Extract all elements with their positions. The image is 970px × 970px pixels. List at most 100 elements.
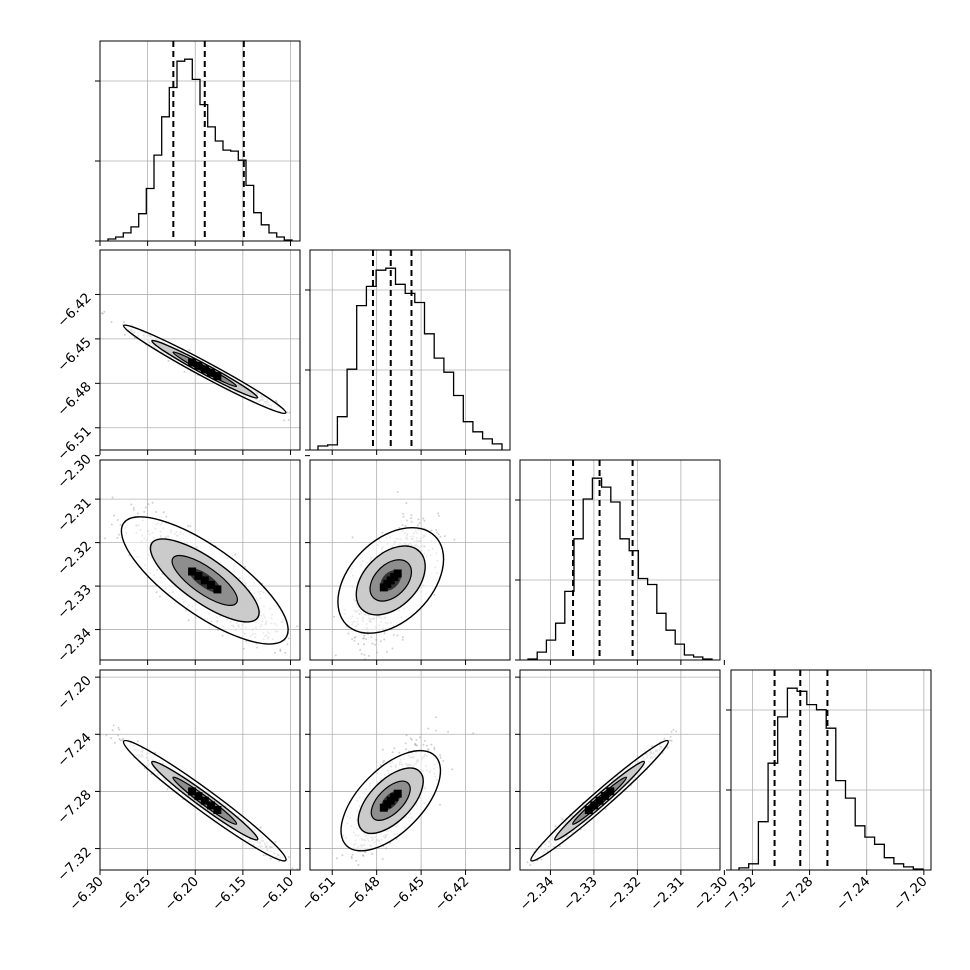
sample-point xyxy=(472,732,475,735)
sample-point xyxy=(353,639,356,642)
pair-panel-2-3 xyxy=(520,670,720,870)
sample-point xyxy=(188,349,191,352)
sample-point xyxy=(447,730,450,733)
sample-point xyxy=(362,637,364,640)
sample-point xyxy=(415,744,417,747)
sample-point xyxy=(343,882,345,884)
density-peak xyxy=(584,806,593,815)
sample-point xyxy=(405,519,408,522)
sample-point xyxy=(353,636,356,639)
sample-point xyxy=(427,749,430,752)
sample-point xyxy=(392,633,395,636)
density-peak xyxy=(213,585,222,594)
sample-point xyxy=(221,634,224,637)
x-tick-label-3-2: −7.24 xyxy=(833,874,874,915)
sample-point xyxy=(187,525,190,527)
density-peak xyxy=(194,361,203,370)
sample-point xyxy=(256,646,259,649)
sample-point xyxy=(418,736,421,739)
sample-point xyxy=(423,740,426,742)
sample-point xyxy=(381,748,384,751)
density-peak xyxy=(600,792,609,800)
sample-point xyxy=(162,511,165,514)
sample-point xyxy=(396,490,399,493)
sample-point xyxy=(379,640,382,643)
sample-point xyxy=(347,632,350,635)
sample-point xyxy=(398,751,401,754)
sample-point xyxy=(402,515,405,518)
sample-point xyxy=(274,841,277,843)
sample-point xyxy=(286,411,289,414)
sample-point xyxy=(167,360,170,362)
sample-point xyxy=(423,519,426,522)
sample-point xyxy=(363,653,366,656)
sample-point xyxy=(287,419,290,421)
sample-point xyxy=(391,647,394,650)
sample-point xyxy=(136,512,139,515)
y-tick-label-1-3: −6.42 xyxy=(54,290,95,331)
sample-point xyxy=(189,525,192,528)
sample-point xyxy=(669,739,671,742)
sample-point xyxy=(410,738,413,741)
panel-frame-3-3 xyxy=(730,669,932,871)
y-tick-label-3-0: −7.32 xyxy=(54,844,95,885)
sample-point xyxy=(262,854,265,857)
x-tick-label-3-3: −7.20 xyxy=(890,874,931,915)
sample-point xyxy=(350,855,353,858)
sample-point xyxy=(362,854,365,857)
sample-point xyxy=(296,625,299,628)
sample-point xyxy=(165,515,168,518)
sample-point xyxy=(371,853,374,855)
density-peak xyxy=(188,787,197,796)
density-peak xyxy=(188,567,197,576)
sample-point xyxy=(351,638,354,641)
sample-point xyxy=(350,857,353,860)
y-tick-label-3-2: −7.24 xyxy=(54,730,95,771)
x-tick-label-2-2: −2.32 xyxy=(604,874,645,915)
sample-point xyxy=(393,747,396,750)
sample-point xyxy=(121,739,124,742)
density-peak xyxy=(194,792,203,801)
sample-point xyxy=(362,643,365,646)
sample-point xyxy=(284,651,287,654)
sample-point xyxy=(416,524,419,527)
sample-point xyxy=(147,503,150,506)
pair-content-2-3 xyxy=(522,728,678,870)
sample-point xyxy=(383,638,386,641)
sample-point xyxy=(337,875,339,877)
sample-point xyxy=(436,531,438,534)
panel-frame-0-0 xyxy=(99,40,301,242)
sample-point xyxy=(119,523,122,526)
sample-point xyxy=(122,737,125,740)
y-tick-label-1-2: −6.45 xyxy=(54,334,95,375)
pair-content-0-2 xyxy=(100,496,300,660)
sample-point xyxy=(357,643,360,646)
pair-content-1-2 xyxy=(333,490,456,660)
sample-point xyxy=(119,739,122,742)
sample-point xyxy=(422,743,425,746)
sample-point xyxy=(396,634,399,637)
sample-point xyxy=(666,746,669,749)
density-peak xyxy=(393,569,402,578)
sample-point xyxy=(101,312,104,315)
sample-point xyxy=(430,529,433,532)
pair-panel-0-3 xyxy=(100,670,307,877)
sample-point xyxy=(410,520,413,523)
sample-point xyxy=(287,637,290,640)
sample-point xyxy=(123,321,125,324)
sample-point xyxy=(663,737,666,740)
x-tick-label-2-3: −2.31 xyxy=(647,874,688,915)
sample-point xyxy=(279,649,282,652)
sample-point xyxy=(113,741,116,744)
y-tick-label-2-0: −2.34 xyxy=(54,625,95,666)
sample-point xyxy=(234,553,237,556)
sample-point xyxy=(287,856,290,859)
sample-point xyxy=(242,647,245,650)
sample-point xyxy=(144,506,147,509)
sample-point xyxy=(305,875,307,877)
sample-point xyxy=(405,502,408,504)
sample-point xyxy=(337,873,339,875)
sample-point xyxy=(291,867,294,870)
sample-point xyxy=(105,734,108,737)
y-tick-label-2-1: −2.33 xyxy=(54,582,95,623)
